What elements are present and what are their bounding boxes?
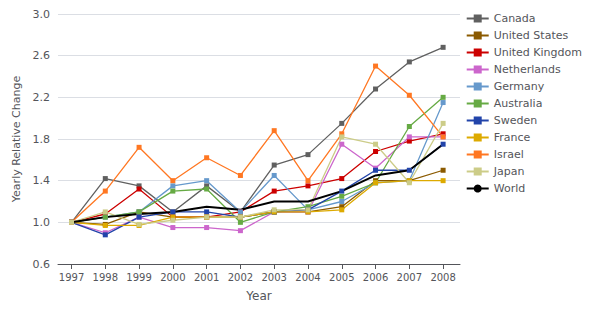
svg-text:Sweden: Sweden <box>494 114 537 127</box>
svg-text:2000: 2000 <box>160 272 185 283</box>
svg-text:2005: 2005 <box>329 272 354 283</box>
svg-text:Yearly Relative Change: Yearly Relative Change <box>10 76 23 204</box>
svg-text:1999: 1999 <box>126 272 151 283</box>
svg-text:2003: 2003 <box>261 272 286 283</box>
svg-text:1.4: 1.4 <box>33 174 51 187</box>
svg-text:2001: 2001 <box>194 272 219 283</box>
svg-text:1.8: 1.8 <box>33 133 51 146</box>
svg-text:1.0: 1.0 <box>33 216 51 229</box>
svg-text:United States: United States <box>494 29 569 42</box>
svg-text:2008: 2008 <box>430 272 455 283</box>
svg-text:Israel: Israel <box>494 148 524 161</box>
svg-text:France: France <box>494 131 531 144</box>
svg-text:2.2: 2.2 <box>33 91 51 104</box>
svg-text:1998: 1998 <box>93 272 118 283</box>
svg-text:Year: Year <box>245 289 271 303</box>
svg-text:2.6: 2.6 <box>33 49 51 62</box>
svg-text:1997: 1997 <box>59 272 84 283</box>
svg-text:Japan: Japan <box>493 165 525 178</box>
svg-text:Canada: Canada <box>494 12 536 25</box>
svg-text:2006: 2006 <box>363 272 388 283</box>
svg-text:2004: 2004 <box>295 272 320 283</box>
svg-text:Germany: Germany <box>494 80 545 93</box>
svg-text:0.6: 0.6 <box>33 258 51 271</box>
svg-text:United Kingdom: United Kingdom <box>494 46 582 59</box>
svg-text:World: World <box>494 182 526 195</box>
svg-text:2002: 2002 <box>228 272 253 283</box>
svg-text:3.0: 3.0 <box>33 8 51 21</box>
svg-text:2007: 2007 <box>397 272 422 283</box>
svg-text:Netherlands: Netherlands <box>494 63 561 76</box>
svg-text:Australia: Australia <box>494 97 543 110</box>
